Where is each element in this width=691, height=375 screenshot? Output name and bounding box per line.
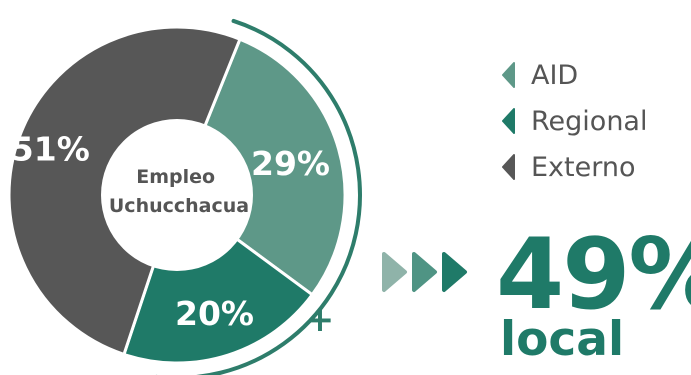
- slice-label-externo: 51%: [11, 129, 90, 168]
- center-label: Empleo Uchucchacua: [109, 166, 249, 217]
- arrow-2-icon: [412, 252, 437, 292]
- legend-marker-icon: [502, 154, 515, 180]
- donut-chart: 29% 20% 51% + Empleo Uchucchacua: [7, 18, 362, 375]
- legend-item-aid: AID: [497, 52, 647, 98]
- local-percentage: 49%: [496, 218, 691, 332]
- arrow-3-icon: [442, 252, 467, 292]
- center-label-line-2: Uchucchacua: [109, 195, 249, 217]
- slice-label-aid: 29%: [251, 144, 330, 183]
- center-label-line-1: Empleo: [136, 166, 215, 188]
- legend-item-regional: Regional: [497, 98, 647, 144]
- local-label: local: [500, 312, 625, 367]
- local-bracket-plus: +: [306, 300, 335, 340]
- arrow-1-icon: [382, 252, 407, 292]
- legend-label: Externo: [531, 151, 636, 183]
- legend-marker-icon: [502, 62, 515, 88]
- donut-hole: [101, 119, 253, 271]
- slice-label-regional: 20%: [175, 294, 254, 333]
- legend-label: Regional: [531, 105, 648, 137]
- slice-aid: [175, 37, 347, 297]
- slice-labels: 29% 20% 51%: [11, 129, 330, 333]
- legend-label: AID: [531, 59, 579, 91]
- local-bracket-arc: [155, 18, 362, 375]
- triple-arrow-icon: [382, 252, 467, 292]
- legend-item-externo: Externo: [497, 144, 647, 190]
- legend: AID Regional Externo: [497, 52, 647, 190]
- legend-marker-icon: [502, 108, 515, 134]
